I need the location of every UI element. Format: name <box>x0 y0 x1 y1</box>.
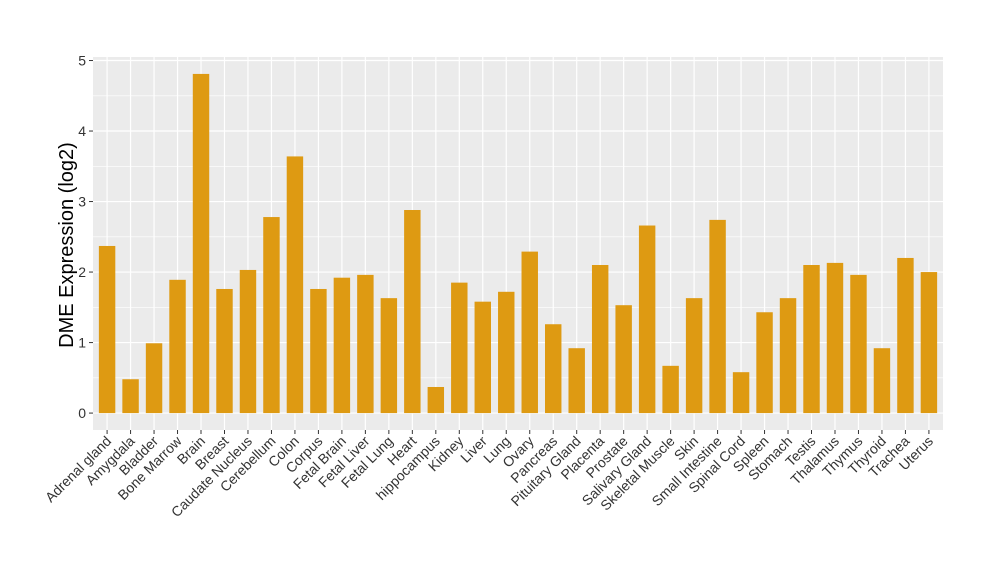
bar-adrenal-gland <box>98 245 116 414</box>
bar-stomach <box>779 298 797 414</box>
bar-testis <box>803 265 820 414</box>
y-axis-label: DME Expression (log2) <box>56 142 78 348</box>
bar-pituitary-gland <box>568 348 585 414</box>
bar-heart <box>404 210 421 414</box>
bar-colon <box>286 156 304 414</box>
bar-uterus <box>920 272 938 414</box>
bar-skeletal-muscle <box>662 365 679 414</box>
bar-salivary-gland <box>638 225 656 414</box>
bar-spleen <box>756 312 773 414</box>
bar-prostate <box>615 305 632 414</box>
plot-panel <box>93 57 943 430</box>
bars <box>98 73 938 414</box>
bar-skin <box>685 298 703 414</box>
bar-hippocampus <box>427 386 445 414</box>
y-axis: 0 1 2 3 4 5 <box>78 53 93 421</box>
y-tick-label: 1 <box>78 335 86 351</box>
y-tick-label: 3 <box>78 194 86 210</box>
y-tick-label: 2 <box>78 264 86 280</box>
bar-thymus <box>850 274 867 414</box>
bar-spinal-cord <box>732 372 750 414</box>
bar-trachea <box>897 257 914 414</box>
bar-placenta <box>591 265 609 414</box>
bar-bone-marrow <box>169 279 186 414</box>
bar-pancreas <box>545 324 562 414</box>
bar-ovary <box>521 251 538 414</box>
y-tick-label: 5 <box>78 53 86 69</box>
bar-corpus <box>310 288 327 414</box>
bar-breast <box>216 288 233 414</box>
bar-fetal-lung <box>380 298 398 414</box>
bar-cerebellum <box>263 217 280 414</box>
bar-lung <box>498 291 515 414</box>
bar-fetal-liver <box>357 274 374 414</box>
bar-amygdala <box>122 379 139 414</box>
bar-caudate-nucleus <box>239 269 257 414</box>
bar-fetal-brain <box>333 277 351 414</box>
y-tick-label: 0 <box>78 405 86 421</box>
bar-liver <box>474 301 491 414</box>
bar-kidney <box>451 282 468 414</box>
bar-brain <box>192 73 210 414</box>
bar-small-intestine <box>709 219 726 414</box>
bar-bladder <box>145 343 163 414</box>
bar-thyroid <box>873 348 891 414</box>
bar-thalamus <box>826 262 844 414</box>
y-tick-label: 4 <box>78 123 86 139</box>
